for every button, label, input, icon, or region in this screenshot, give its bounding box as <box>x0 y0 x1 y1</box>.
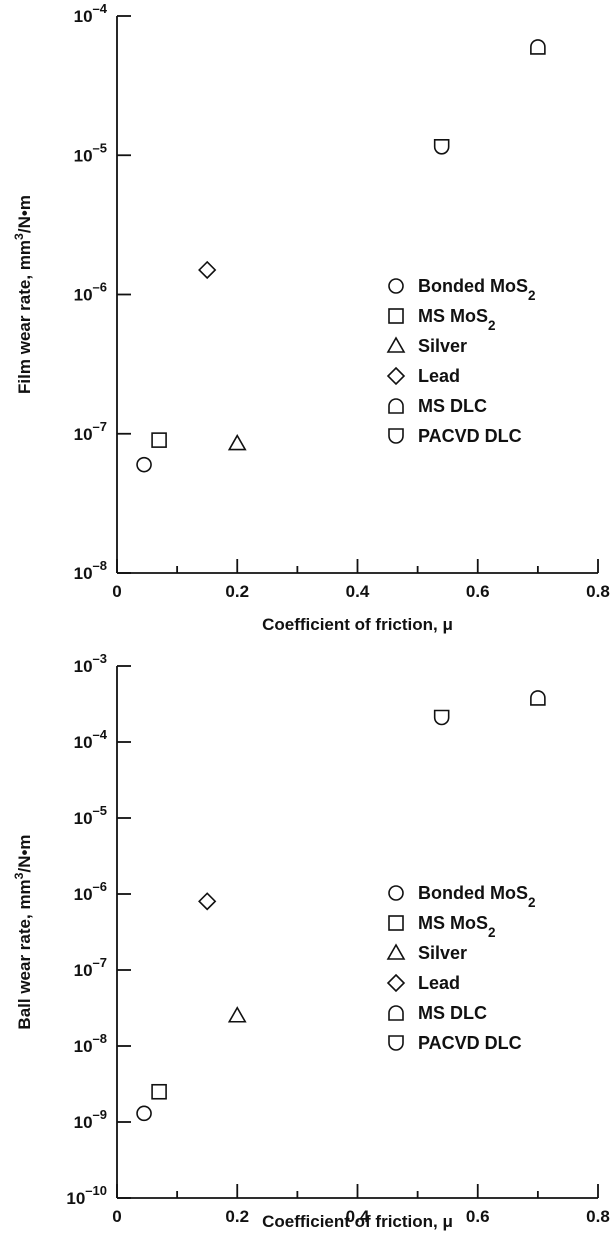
y-tick-label: 10–10 <box>66 1183 107 1208</box>
legend-marker-circle <box>388 885 404 901</box>
legend-entry: Lead <box>418 973 460 993</box>
x-tick-label: 0.6 <box>466 582 490 601</box>
y-tick-label: 10–9 <box>74 1107 107 1132</box>
legend-entry: Bonded MoS2 <box>418 883 536 910</box>
legend: Bonded MoS2 MS MoS2 Silver Lead MS DLC PACVD … <box>386 883 536 1053</box>
data-point-diamond <box>198 892 217 911</box>
legend-marker-circle <box>388 278 404 294</box>
data-point-cup <box>433 709 450 726</box>
legend-marker-diamond <box>386 973 406 993</box>
legend-marker-dome <box>388 1005 404 1021</box>
y-tick-label: 10–3 <box>74 651 107 676</box>
legend-entry: PACVD DLC <box>418 1033 522 1053</box>
chart-panel-1: 10–8 10–7 10–6 10–5 10–4 0 0.2 0.4 0.6 0.8 Coeffic… <box>12 1 610 634</box>
x-tick-label: 0.6 <box>466 1207 490 1226</box>
legend-marker-triangle <box>386 336 406 353</box>
legend-marker-square <box>388 308 404 324</box>
legend-marker-triangle <box>386 943 406 960</box>
y-axis-label: Film wear rate, mm3/N•m <box>12 195 34 394</box>
x-tick-label: 0 <box>112 582 121 601</box>
y-tick-label: 10–8 <box>74 1031 107 1056</box>
legend-entry: Silver <box>418 336 467 356</box>
x-tick-label: 0.2 <box>225 582 249 601</box>
data-point-dome <box>530 39 546 55</box>
y-tick-label: 10–8 <box>74 558 107 583</box>
legend-marker-diamond <box>386 366 406 386</box>
x-tick-label: 0.4 <box>346 582 370 601</box>
data-point-square <box>151 1083 167 1100</box>
data-point-circle <box>136 1105 152 1122</box>
x-axis-label: Coefficient of friction, μ <box>262 615 453 634</box>
y-tick-label: 10–5 <box>74 803 107 828</box>
legend-marker-dome <box>388 398 404 414</box>
x-axis-label: Coefficient of friction, μ <box>262 1212 453 1231</box>
data-point-triangle <box>227 433 247 451</box>
y-tick-label: 10–6 <box>74 280 107 305</box>
legend-entry: Lead <box>418 366 460 386</box>
chart-panel-2: 10–10 10–9 10–8 10–7 10–6 10–5 10–4 10–3 0 0.2 0.4… <box>12 651 610 1231</box>
data-point-diamond <box>198 260 217 280</box>
y-tick-label: 10–7 <box>74 419 107 444</box>
y-tick-label: 10–4 <box>74 1 108 26</box>
x-tick-label: 0.4 <box>346 1207 370 1226</box>
legend-entry: Silver <box>418 943 467 963</box>
x-tick-label: 0 <box>112 1207 121 1226</box>
x-tick-label: 0.8 <box>586 1207 610 1226</box>
legend-entry: MS DLC <box>418 1003 487 1023</box>
legend-entry: MS MoS2 <box>418 306 496 333</box>
y-tick-label: 10–5 <box>74 140 107 165</box>
legend-entry: MS MoS2 <box>418 913 496 940</box>
data-point-circle <box>136 456 152 473</box>
data-point-cup <box>433 138 450 155</box>
data-point-triangle <box>227 1006 247 1023</box>
legend-entry: PACVD DLC <box>418 426 522 446</box>
y-tick-label: 10–7 <box>74 955 107 980</box>
legend-entry: MS DLC <box>418 396 487 416</box>
x-tick-label: 0.2 <box>225 1207 249 1226</box>
y-tick-label: 10–6 <box>74 879 107 904</box>
legend-entry: Bonded MoS2 <box>418 276 536 303</box>
data-point-square <box>151 432 167 448</box>
data-point-dome <box>530 690 546 706</box>
legend-marker-square <box>388 915 404 931</box>
legend-marker-cup <box>388 428 404 444</box>
legend: Bonded MoS2 MS MoS2 Silver Lead MS DLC PACVD … <box>386 276 536 446</box>
x-tick-label: 0.8 <box>586 582 610 601</box>
y-tick-label: 10–4 <box>74 727 108 752</box>
y-axis-label: Ball wear rate, mm3/N•m <box>12 834 34 1029</box>
legend-marker-cup <box>388 1035 404 1051</box>
